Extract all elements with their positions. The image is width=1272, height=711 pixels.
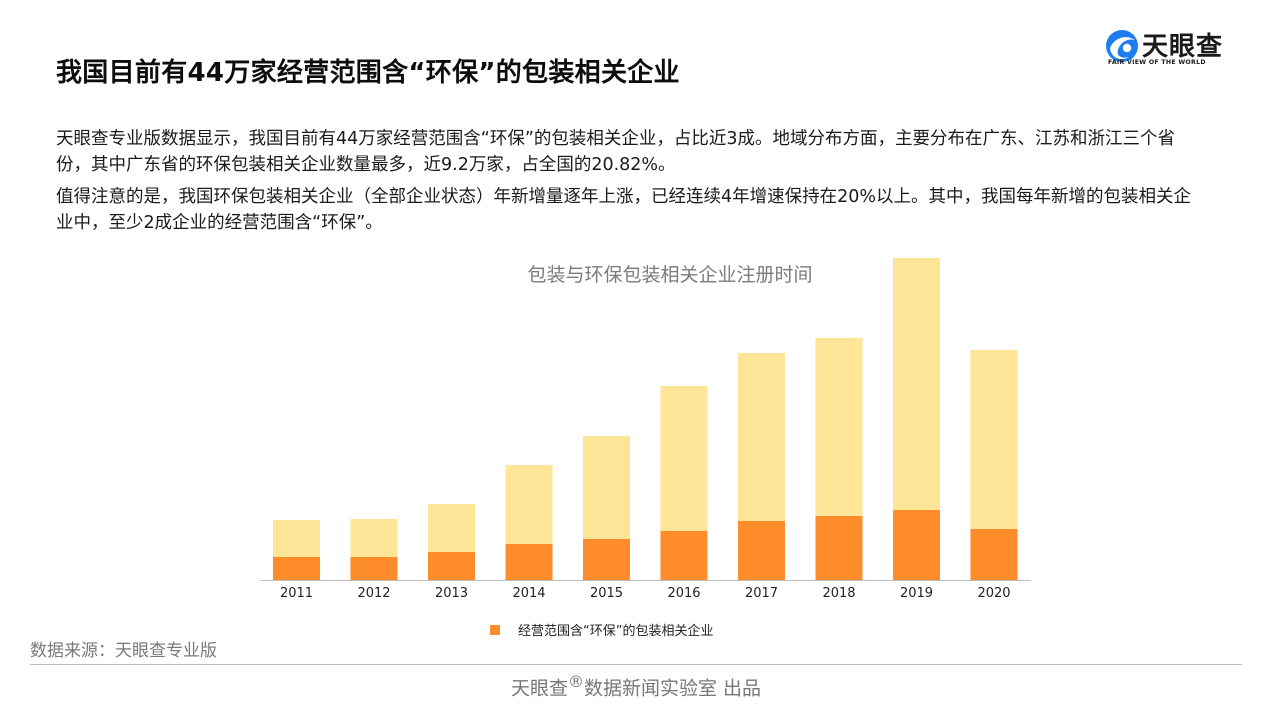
bar-2017-series-0 [738,521,785,580]
x-tick-label: 2020 [977,586,1010,601]
bar-2015-series-0 [583,539,630,580]
bar-2011-series-0 [273,557,320,580]
registered-mark: ® [567,672,584,691]
x-tick-label: 2013 [435,586,468,601]
stacked-bar-chart: 2011 2012 2013 2014 2015 2016 2017 2018 2019 2020 [260,258,1031,601]
paragraph-2: 值得注意的是，我国环保包装相关企业（全部企业状态）年新增量逐年上涨，已经连续4年… [56,187,1192,233]
page-title: 我国目前有44万家经营范围含“环保”的包装相关企业 [56,58,680,88]
logo-subtitle: FAIR VIEW OF THE WORLD [1108,59,1206,66]
logo-text: 天眼查 [1142,32,1224,62]
bar-2019-series-0 [893,510,940,580]
bar-2020-series-0 [970,529,1018,580]
bar-2017-series-1 [738,353,785,521]
x-tick-label: 2014 [512,586,545,601]
bar-2012-series-0 [350,557,398,580]
bar-2013-series-1 [428,504,475,552]
data-source: 数据来源：天眼查专业版 [30,641,217,661]
credit-text: 数据新闻实验室 出品 [583,677,762,700]
x-tick-label: 2015 [590,586,623,601]
x-tick-label: 2016 [667,586,700,601]
chart-legend: 经营范围含“环保”的包装相关企业 [490,620,713,639]
footer-divider [30,664,1242,665]
bar-2016-series-0 [660,531,708,580]
bar-2014-series-0 [505,544,553,580]
bar-2011-series-1 [273,520,320,557]
x-tick-label: 2017 [745,586,778,601]
bar-2014-series-1 [505,465,553,544]
legend-swatch [490,624,500,635]
tianyancha-logo-icon [1106,30,1138,62]
bar-2018-series-1 [815,338,863,516]
bar-2013-series-0 [428,552,475,580]
legend-label: 经营范围含“环保”的包装相关企业 [518,624,714,639]
bar-2018-series-0 [815,516,863,580]
credit-brand: 天眼查 [510,677,568,700]
bar-2016-series-1 [660,386,708,531]
chart-title: 包装与环保包装相关企业注册时间 [527,264,813,286]
bar-2015-series-1 [583,436,630,539]
bar-2020-series-1 [970,350,1018,529]
x-tick-label: 2012 [357,586,390,601]
footer-credit: 天眼查®数据新闻实验室 出品 [0,672,1272,700]
bar-2019-series-1 [893,258,940,510]
x-tick-label: 2011 [280,586,313,601]
bar-2012-series-1 [350,519,398,557]
x-tick-label: 2018 [822,586,855,601]
logo: 天眼查 FAIR VIEW OF THE WORLD [1104,26,1244,72]
x-tick-label: 2019 [900,586,933,601]
paragraph-1: 天眼查专业版数据显示，我国目前有44万家经营范围含“环保”的包装相关企业，占比近… [56,129,1176,175]
